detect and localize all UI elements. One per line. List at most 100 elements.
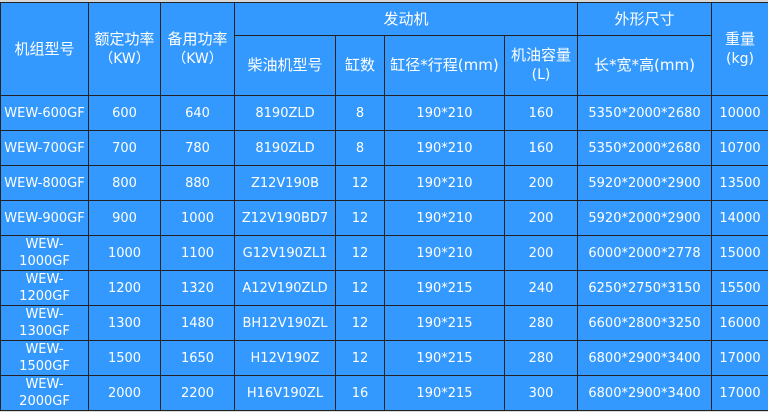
cell-model: WEW-800GF <box>0 165 89 201</box>
table-row: WEW-1500GF 1500 1650 H12V190Z 12 190*215 280 68… <box>0 340 768 376</box>
cell-bore-stroke: 190*210 <box>384 130 505 166</box>
header-oil-capacity-label: 机油容量 <box>511 46 572 64</box>
cell-rated-power: 700 <box>88 130 161 166</box>
header-oil-capacity: 机油容量 (L) <box>503 35 579 96</box>
header-rated-power: 额定功率 （KW） <box>88 2 161 96</box>
cell-rated-power: 1300 <box>88 305 161 341</box>
cell-weight: 10000 <box>711 95 768 131</box>
cell-oil-capacity: 200 <box>503 235 579 271</box>
cell-standby-power: 2200 <box>160 375 235 411</box>
cell-standby-power: 640 <box>160 95 235 131</box>
header-standby-power-label: 备用功率 <box>167 29 228 48</box>
cell-weight: 15000 <box>711 235 768 271</box>
table-row: WEW-800GF 800 880 Z12V190B 12 190*210 200 5920*… <box>0 165 768 201</box>
cell-weight: 16000 <box>711 305 768 341</box>
cell-dimensions: 6600*2800*3250 <box>577 305 713 341</box>
cell-engine-model: Z12V190B <box>234 165 336 201</box>
header-oil-capacity-unit: (L) <box>531 67 551 83</box>
cell-oil-capacity: 200 <box>503 165 579 201</box>
cell-standby-power: 1000 <box>160 200 235 236</box>
cell-dimensions: 5920*2000*2900 <box>577 200 713 236</box>
cell-bore-stroke: 190*210 <box>384 95 505 131</box>
table-row: WEW-1200GF 1200 1320 A12V190ZLD 12 190*215 240… <box>0 270 768 306</box>
cell-rated-power: 1000 <box>88 235 161 271</box>
cell-model: WEW-900GF <box>0 200 89 236</box>
cell-bore-stroke: 190*215 <box>384 270 505 306</box>
cell-bore-stroke: 190*210 <box>384 235 505 271</box>
cell-cylinders: 12 <box>335 165 385 201</box>
cell-bore-stroke: 190*215 <box>384 340 505 376</box>
cell-model: WEW-600GF <box>0 95 89 131</box>
cell-engine-model: H12V190Z <box>234 340 336 376</box>
cell-dimensions: 6000*2000*2778 <box>577 235 713 271</box>
cell-weight: 13500 <box>711 165 768 201</box>
cell-weight: 17000 <box>711 375 768 411</box>
table-row: WEW-2000GF 2000 2200 H16V190ZL 16 190*215 300 6… <box>0 375 768 411</box>
cell-bore-stroke: 190*215 <box>384 375 505 411</box>
cell-oil-capacity: 240 <box>503 270 579 306</box>
cell-engine-model: H16V190ZL <box>234 375 336 411</box>
cell-model: WEW-700GF <box>0 130 89 166</box>
header-bore-stroke: 缸径*行程(mm) <box>384 35 505 96</box>
header-standby-power: 备用功率 （KW） <box>160 2 235 96</box>
cell-model: WEW-2000GF <box>0 375 89 411</box>
cell-weight: 15500 <box>711 270 768 306</box>
header-weight-label: 重量 <box>725 29 756 48</box>
cell-dimensions: 5350*2000*2680 <box>577 95 713 131</box>
cell-model: WEW-1200GF <box>0 270 89 306</box>
header-model: 机组型号 <box>0 2 89 96</box>
header-weight: 重量 (kg) <box>711 2 768 96</box>
cell-model: WEW-1500GF <box>0 340 89 376</box>
cell-rated-power: 1200 <box>88 270 161 306</box>
cell-dimensions: 6250*2750*3150 <box>577 270 713 306</box>
header-rated-power-unit: （KW） <box>99 50 150 67</box>
cell-engine-model: BH12V190ZL <box>234 305 336 341</box>
cell-cylinders: 8 <box>335 130 385 166</box>
cell-cylinders: 12 <box>335 235 385 271</box>
cell-dimensions: 5920*2000*2900 <box>577 165 713 201</box>
cell-cylinders: 12 <box>335 200 385 236</box>
cell-dimensions: 6800*2900*3400 <box>577 375 713 411</box>
cell-rated-power: 600 <box>88 95 161 131</box>
cell-oil-capacity: 280 <box>503 305 579 341</box>
cell-bore-stroke: 190*215 <box>384 305 505 341</box>
cell-rated-power: 2000 <box>88 375 161 411</box>
cell-engine-model: 8190ZLD <box>234 130 336 166</box>
cell-weight: 17000 <box>711 340 768 376</box>
cell-rated-power: 1500 <box>88 340 161 376</box>
cell-engine-model: A12V190ZLD <box>234 270 336 306</box>
cell-bore-stroke: 190*210 <box>384 165 505 201</box>
table-row: WEW-700GF 700 780 8190ZLD 8 190*210 160 5350*20… <box>0 130 768 166</box>
cell-cylinders: 16 <box>335 375 385 411</box>
cell-engine-model: Z12V190BD7 <box>234 200 336 236</box>
table-row: WEW-900GF 900 1000 Z12V190BD7 12 190*210 200 59… <box>0 200 768 236</box>
header-dimensions-group: 外形尺寸 <box>577 2 713 36</box>
cell-cylinders: 12 <box>335 305 385 341</box>
table-row: WEW-600GF 600 640 8190ZLD 8 190*210 160 5350*20… <box>0 95 768 131</box>
cell-oil-capacity: 280 <box>503 340 579 376</box>
header-weight-unit: (kg) <box>726 50 754 67</box>
cell-cylinders: 12 <box>335 270 385 306</box>
header-cylinders: 缸数 <box>335 35 385 96</box>
header-engine-group: 发动机 <box>233 2 579 36</box>
header-rated-power-label: 额定功率 <box>94 29 155 48</box>
cell-bore-stroke: 190*210 <box>384 200 505 236</box>
cell-rated-power: 800 <box>88 165 161 201</box>
cell-oil-capacity: 160 <box>503 95 579 131</box>
cell-cylinders: 12 <box>335 340 385 376</box>
cell-standby-power: 880 <box>160 165 235 201</box>
cell-model: WEW-1300GF <box>0 305 89 341</box>
cell-oil-capacity: 300 <box>503 375 579 411</box>
cell-standby-power: 1480 <box>160 305 235 341</box>
cell-rated-power: 900 <box>88 200 161 236</box>
cell-standby-power: 1320 <box>160 270 235 306</box>
table-row: WEW-1000GF 1000 1100 G12V190ZL1 12 190*210 200… <box>0 235 768 271</box>
cell-standby-power: 1100 <box>160 235 235 271</box>
cell-standby-power: 1650 <box>160 340 235 376</box>
cell-standby-power: 780 <box>160 130 235 166</box>
cell-oil-capacity: 200 <box>503 200 579 236</box>
cell-engine-model: 8190ZLD <box>234 95 336 131</box>
cell-oil-capacity: 160 <box>503 130 579 166</box>
cell-model: WEW-1000GF <box>0 235 89 271</box>
